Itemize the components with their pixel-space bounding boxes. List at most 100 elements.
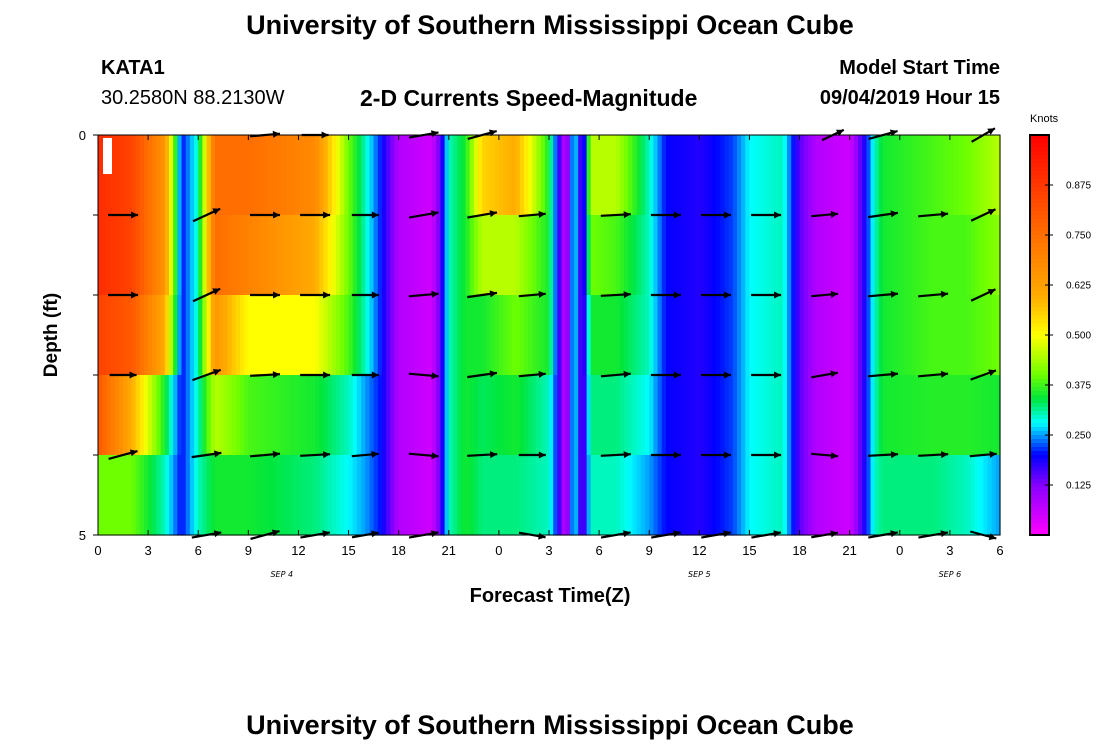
heat-cell (202, 295, 208, 376)
heat-cell (670, 455, 675, 536)
heat-cell (256, 215, 262, 296)
heat-cell (465, 455, 471, 536)
vector-head (890, 451, 899, 459)
heat-cell (778, 375, 784, 456)
heat-cell (194, 375, 199, 456)
heat-cell (924, 375, 930, 456)
heat-cell (686, 455, 692, 536)
heat-cell (490, 215, 496, 296)
vector-head (431, 452, 439, 460)
heat-cell (870, 375, 876, 456)
current-vector (351, 371, 379, 379)
axes: 0 3 6 9 12 15 18 21 0 3 6 9 12 15 18 21 0 3 6 SEP 4 SEP 5 SEP… (79, 128, 1004, 579)
current-vector (868, 290, 899, 298)
heat-cell (114, 215, 120, 296)
heat-cell (173, 135, 178, 216)
current-vector (751, 371, 782, 379)
heat-cell (787, 455, 792, 536)
vector-head (836, 129, 844, 137)
heat-cell (665, 215, 671, 296)
colorbar-tick-label: 0.125 (1066, 481, 1091, 492)
x-tick-label: 6 (595, 543, 602, 558)
heat-cell (954, 215, 959, 296)
heat-cell (210, 455, 216, 536)
heat-cell (340, 135, 345, 216)
current-vector (250, 291, 280, 299)
colorbar-band (1030, 431, 1049, 436)
heat-cell (373, 295, 379, 376)
heat-cell (924, 135, 930, 216)
heat-cell (619, 215, 625, 296)
current-vector (811, 370, 839, 379)
heat-cell (390, 455, 396, 536)
heat-cell (724, 295, 730, 376)
heat-cell (903, 215, 909, 296)
heat-cell (143, 215, 149, 296)
heat-cell (356, 375, 362, 456)
heat-cell (983, 215, 989, 296)
heat-cell (929, 455, 934, 536)
current-vector (701, 451, 731, 459)
heat-cell (528, 375, 533, 456)
colorbar-band (1030, 347, 1049, 352)
heat-cell (102, 135, 107, 216)
heat-cell (941, 135, 947, 216)
heat-cell (941, 295, 947, 376)
heat-cell (478, 375, 483, 456)
heat-cell (974, 295, 980, 376)
heat-cell (536, 455, 542, 536)
heat-cell (452, 375, 458, 456)
heat-cell (507, 375, 513, 456)
heat-cell (315, 295, 320, 376)
colorbar-band (1030, 187, 1049, 192)
heat-cell (310, 215, 316, 296)
heat-cell (803, 215, 809, 296)
colorbar-band (1030, 507, 1049, 512)
heat-cell (356, 295, 362, 376)
colorbar-band (1030, 243, 1049, 248)
heat-cell (586, 135, 592, 216)
heat-cell (887, 135, 893, 216)
heat-cell (135, 295, 141, 376)
heat-cell (164, 455, 170, 536)
heat-cell (795, 215, 801, 296)
vector-head (212, 288, 221, 295)
heat-cell (219, 215, 224, 296)
heat-cell (432, 455, 437, 536)
heat-cell (586, 375, 592, 456)
heat-cell (448, 135, 454, 216)
heat-cell (436, 455, 442, 536)
heat-cell (440, 215, 446, 296)
heat-cell (778, 215, 784, 296)
heat-cell (837, 295, 842, 376)
heat-cell (878, 135, 884, 216)
heat-cell (365, 455, 371, 536)
heat-cell (711, 215, 717, 296)
heat-cell (828, 215, 834, 296)
colorbar-band (1030, 319, 1049, 324)
heat-cell (841, 215, 847, 296)
heat-cell (720, 375, 725, 456)
heat-cell (152, 215, 158, 296)
heat-cell (574, 215, 579, 296)
heat-cell (381, 455, 387, 536)
heat-cell (891, 295, 897, 376)
heat-cell (256, 135, 262, 216)
heat-cell (210, 135, 216, 216)
heat-cell (536, 375, 542, 456)
heat-cell (227, 135, 233, 216)
heat-cell (457, 455, 462, 536)
heat-cell (123, 375, 128, 456)
heat-cell (394, 135, 400, 216)
heat-cell (298, 295, 304, 376)
heat-cell (757, 215, 763, 296)
heat-cell (557, 455, 563, 536)
x-tick-label: 12 (692, 543, 706, 558)
heat-cell (945, 295, 951, 376)
heat-cell (924, 455, 930, 536)
heat-cell (239, 375, 245, 456)
current-vector (467, 370, 498, 379)
current-vector (518, 290, 546, 298)
heat-cell (870, 455, 876, 536)
heat-cell (569, 295, 575, 376)
